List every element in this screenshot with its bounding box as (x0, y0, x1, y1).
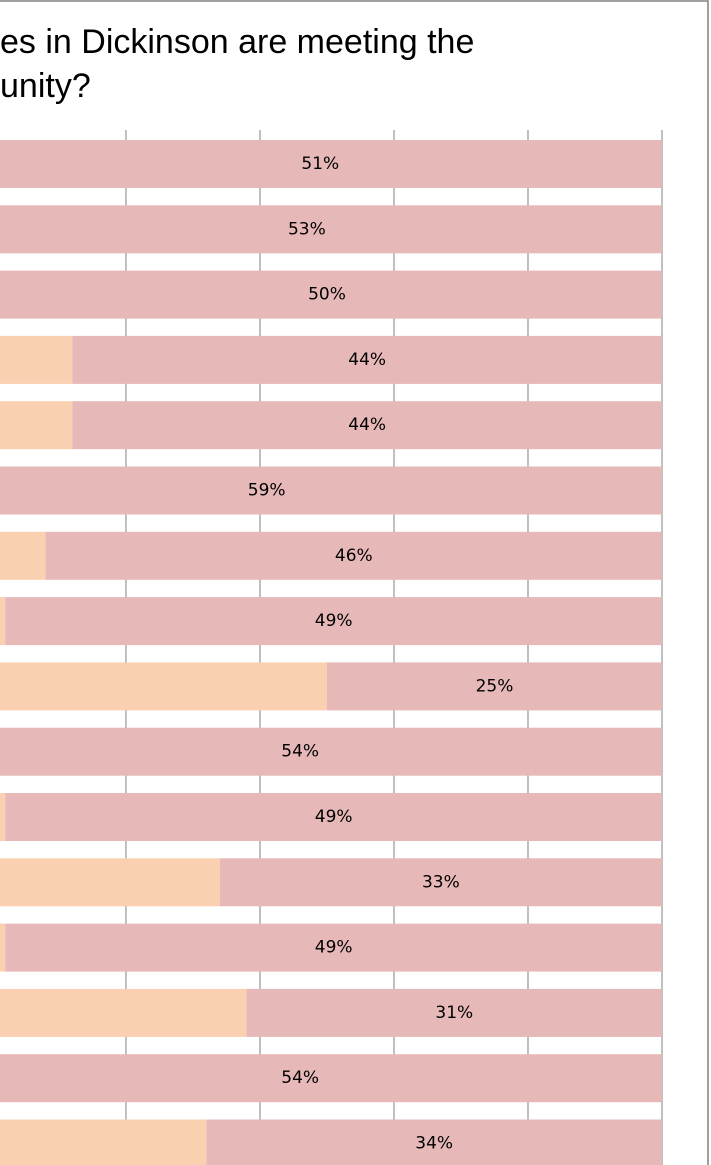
prior-segment (0, 1119, 207, 1165)
bar (72, 401, 662, 450)
value-label: 50% (308, 285, 346, 305)
bar (219, 858, 662, 907)
value-label: 53% (288, 219, 326, 239)
value-label: 54% (281, 742, 319, 762)
value-label: 46% (335, 546, 373, 566)
value-label: 49% (315, 611, 353, 631)
prior-segment (0, 531, 46, 580)
bar (5, 793, 662, 841)
prior-segment (0, 662, 327, 711)
value-label: 33% (422, 872, 460, 892)
bar (5, 923, 662, 972)
value-label: 34% (415, 1134, 453, 1154)
prior-segment (0, 988, 247, 1037)
chart-title: unity? (0, 67, 91, 105)
prior-segment (0, 858, 220, 907)
bar (0, 466, 662, 515)
bar (206, 1119, 662, 1165)
value-label: 44% (348, 350, 386, 370)
prior-segment (0, 597, 6, 646)
bar (72, 335, 662, 384)
value-label: 49% (315, 938, 353, 958)
chart-title: es in Dickinson are meeting the (0, 23, 474, 61)
bar (0, 270, 662, 319)
bar (0, 727, 663, 776)
bar (0, 205, 663, 254)
value-label: 31% (435, 1003, 473, 1023)
prior-segment (0, 793, 6, 841)
bars: 51% 53% 50% 44% 44% 59% 46% 49% 25% 54% 49% 33% 49% 3… (0, 140, 663, 1165)
value-label: 59% (248, 481, 286, 501)
value-label: 54% (281, 1068, 319, 1088)
value-label: 25% (476, 676, 514, 696)
prior-segment (0, 923, 6, 972)
bar (246, 988, 663, 1037)
bar (5, 597, 662, 646)
value-label: 44% (348, 415, 386, 435)
bar (0, 1054, 663, 1103)
prior-segment (0, 335, 73, 384)
prior-segment (0, 401, 73, 450)
value-label: 49% (315, 807, 353, 827)
bar (45, 531, 663, 580)
bar (326, 662, 662, 711)
bar (0, 140, 662, 188)
value-label: 51% (301, 154, 339, 174)
